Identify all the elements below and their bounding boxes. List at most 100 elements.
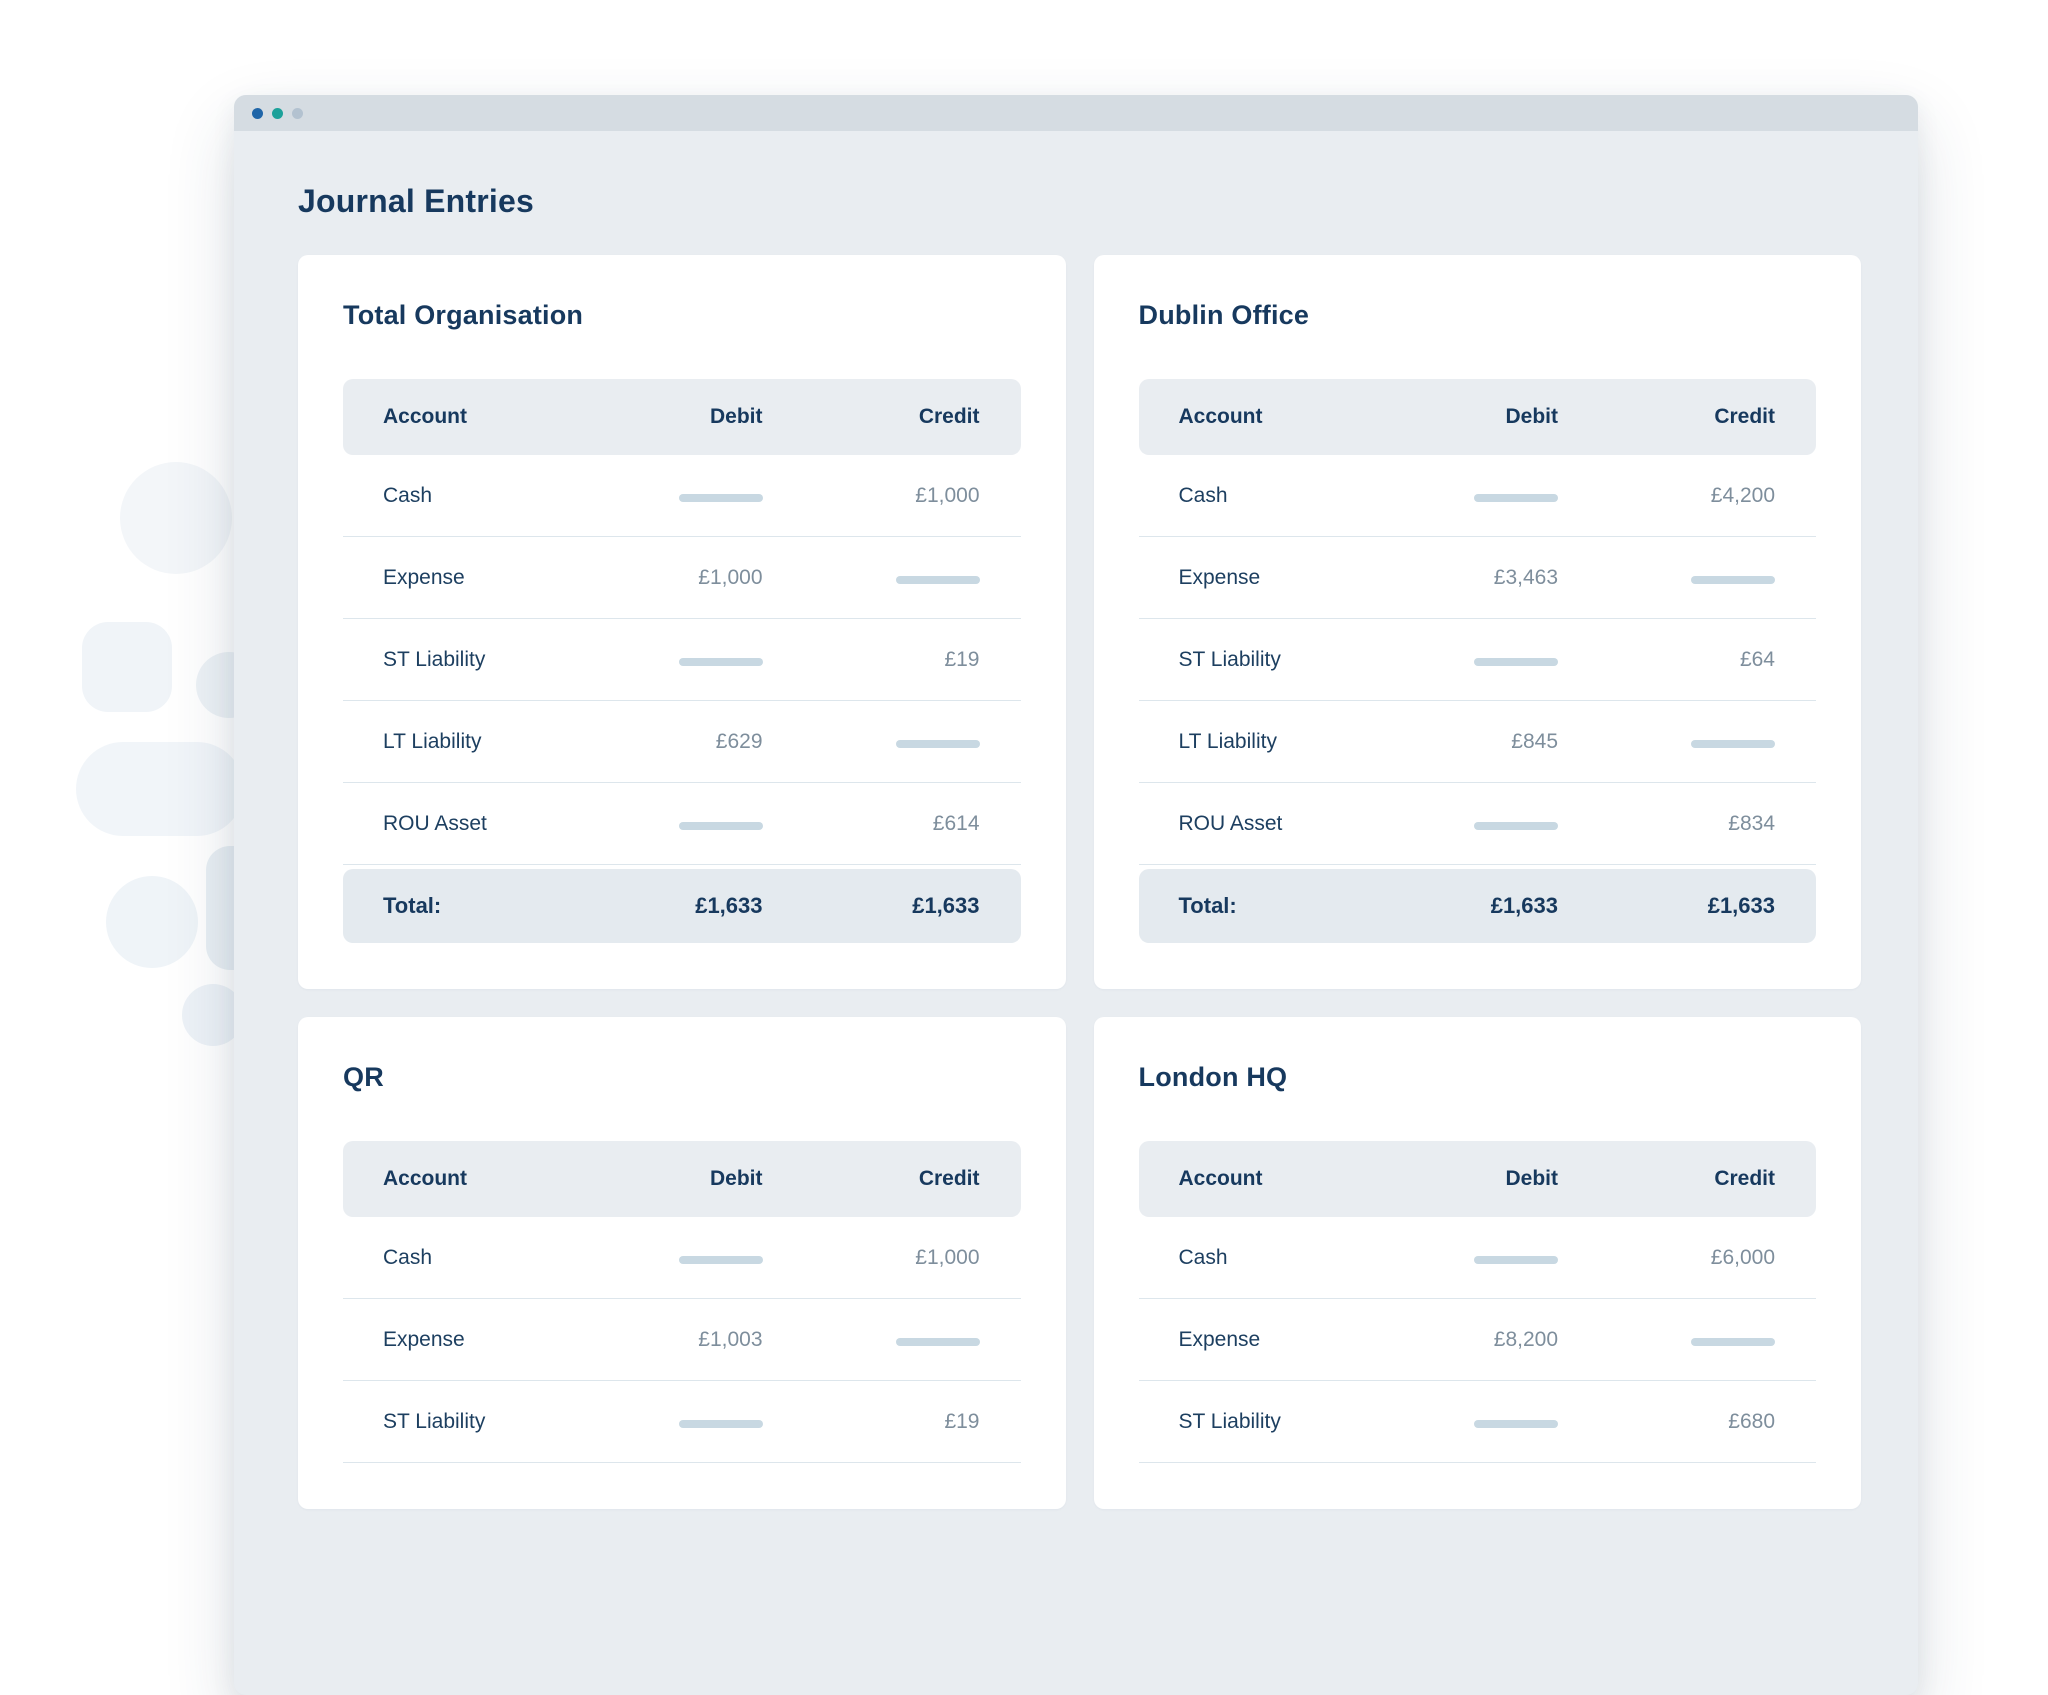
account-cell: Expense	[1178, 565, 1261, 589]
account-cell: Cash	[383, 1245, 433, 1269]
window-titlebar	[234, 95, 1918, 131]
account-cell: ST Liability	[383, 647, 486, 671]
account-cell: ROU Asset	[383, 811, 487, 835]
table-row: ROU Asset £834	[1138, 783, 1816, 865]
card-total-organisation: Total Organisation Account Debit Credit …	[298, 255, 1066, 989]
card-dublin-office: Dublin Office Account Debit Credit Cash …	[1093, 255, 1861, 989]
credit-cell: £64	[1739, 647, 1775, 671]
table-row: ST Liability £64	[1138, 619, 1816, 701]
credit-cell	[804, 1328, 1021, 1352]
window-control-dot-blue[interactable]	[252, 107, 263, 119]
debit-cell: £845	[1511, 729, 1558, 753]
credit-column-header: Credit	[1714, 1167, 1775, 1190]
credit-cell: £19	[944, 1409, 980, 1433]
account-cell: ST Liability	[1178, 1409, 1281, 1433]
debit-cell	[634, 648, 804, 672]
account-cell: Expense	[1178, 1327, 1261, 1351]
account-column-header: Account	[1178, 1167, 1263, 1190]
background-blob	[120, 462, 232, 574]
app-window: Journal Entries Total Organisation Accou…	[234, 95, 1918, 1695]
empty-amount-dash	[1474, 821, 1558, 830]
credit-cell: £6,000	[1710, 1245, 1775, 1269]
credit-cell: £19	[944, 647, 980, 671]
credit-column-header: Credit	[918, 1167, 980, 1190]
account-cell: LT Liability	[383, 729, 482, 753]
debit-cell: £1,000	[698, 565, 763, 589]
window-control-dot-gray[interactable]	[292, 107, 303, 119]
debit-column-header: Debit	[710, 1167, 763, 1190]
debit-cell	[1429, 1246, 1599, 1270]
debit-column-header: Debit	[1505, 1167, 1559, 1190]
card-qr: QR Account Debit Credit Cash £1,000 Expe…	[298, 1017, 1066, 1509]
debit-cell	[1429, 812, 1599, 836]
table-row: Cash £6,000	[1138, 1217, 1816, 1299]
table-header-row: Account Debit Credit	[1138, 1141, 1816, 1217]
table-row: Expense £8,200	[1138, 1299, 1816, 1381]
empty-amount-dash	[1691, 739, 1775, 748]
debit-cell	[634, 484, 804, 508]
empty-amount-dash	[678, 1419, 763, 1428]
empty-amount-dash	[1691, 1337, 1775, 1346]
credit-cell: £680	[1728, 1409, 1775, 1433]
empty-amount-dash	[678, 657, 763, 666]
table-row: Cash £1,000	[343, 1217, 1021, 1299]
table-row: ST Liability £680	[1138, 1381, 1816, 1463]
page-title: Journal Entries	[298, 183, 534, 219]
debit-cell	[1429, 1410, 1599, 1434]
account-column-header: Account	[383, 405, 467, 428]
credit-cell: £1,000	[915, 1245, 980, 1269]
total-row: Total: £1,633 £1,633	[343, 869, 1021, 943]
total-debit: £1,633	[695, 893, 763, 918]
table-row: Expense £1,003	[343, 1299, 1021, 1381]
credit-cell: £4,200	[1710, 483, 1775, 507]
table-row: Cash £4,200	[1138, 455, 1816, 537]
debit-cell: £629	[715, 729, 763, 753]
card-title: London HQ	[1138, 1062, 1288, 1092]
credit-cell: £614	[932, 811, 980, 835]
empty-amount-dash	[1691, 575, 1775, 584]
table-header-row: Account Debit Credit	[343, 1141, 1021, 1217]
table-row: Expense £3,463	[1138, 537, 1816, 619]
table-header-row: Account Debit Credit	[1138, 379, 1816, 455]
debit-cell	[1429, 648, 1599, 672]
credit-cell	[1599, 566, 1816, 590]
total-label: Total:	[1178, 893, 1237, 918]
credit-cell: £834	[1728, 811, 1775, 835]
credit-cell	[804, 566, 1021, 590]
credit-column-header: Credit	[1714, 405, 1775, 428]
empty-amount-dash	[678, 493, 763, 502]
card-london-hq: London HQ Account Debit Credit Cash £6,0…	[1093, 1017, 1861, 1509]
window-control-dot-teal[interactable]	[272, 107, 283, 119]
table-row: LT Liability £629	[343, 701, 1021, 783]
background-blob	[76, 742, 244, 836]
cards-grid: Total Organisation Account Debit Credit …	[298, 255, 1861, 1509]
empty-amount-dash	[678, 821, 763, 830]
table-row: ST Liability £19	[343, 1381, 1021, 1463]
card-title: Total Organisation	[343, 300, 584, 330]
journal-table: Account Debit Credit Cash £1,000 Expense…	[343, 379, 1021, 943]
debit-cell: £1,003	[698, 1327, 763, 1351]
credit-cell	[1599, 1328, 1816, 1352]
debit-cell	[634, 1246, 804, 1270]
background-blob	[106, 876, 198, 968]
total-debit: £1,633	[1490, 893, 1558, 918]
debit-column-header: Debit	[710, 405, 763, 428]
account-cell: ST Liability	[383, 1409, 486, 1433]
account-cell: LT Liability	[1178, 729, 1277, 753]
empty-amount-dash	[1474, 493, 1558, 502]
total-credit: £1,633	[1707, 893, 1775, 918]
credit-column-header: Credit	[918, 405, 980, 428]
empty-amount-dash	[1474, 1419, 1558, 1428]
empty-amount-dash	[1474, 1255, 1558, 1264]
card-title: QR	[343, 1062, 384, 1092]
account-cell: ST Liability	[1178, 647, 1281, 671]
empty-amount-dash	[895, 575, 980, 584]
table-row: LT Liability £845	[1138, 701, 1816, 783]
card-title: Dublin Office	[1138, 300, 1310, 330]
account-cell: Expense	[383, 565, 465, 589]
account-cell: ROU Asset	[1178, 811, 1283, 835]
background-blob	[182, 984, 244, 1046]
journal-table: Account Debit Credit Cash £1,000 Expense…	[343, 1141, 1021, 1463]
debit-cell	[1429, 484, 1599, 508]
credit-cell	[804, 730, 1021, 754]
